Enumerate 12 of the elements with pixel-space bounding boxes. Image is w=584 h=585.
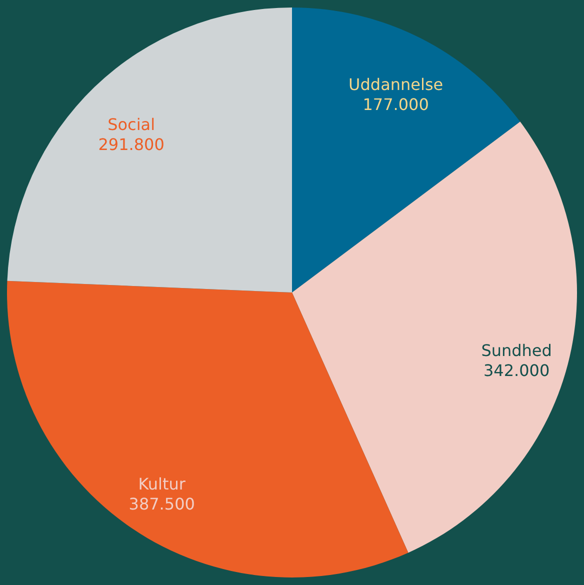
slice-label: Kultur: [138, 474, 186, 494]
data-label: 387.500: [128, 494, 195, 514]
slice-label: Uddannelse: [348, 75, 444, 94]
slice-label: Social: [108, 115, 156, 134]
pie-slice: [7, 8, 292, 292]
data-label: 342.000: [483, 360, 550, 380]
pie-slice: [292, 122, 577, 553]
data-label: 291.800: [98, 135, 164, 154]
pie-slice: [7, 280, 408, 578]
data-label: 177.000: [362, 95, 429, 114]
pie-slice: [292, 8, 520, 292]
slice-label: Sundhed: [481, 340, 552, 360]
